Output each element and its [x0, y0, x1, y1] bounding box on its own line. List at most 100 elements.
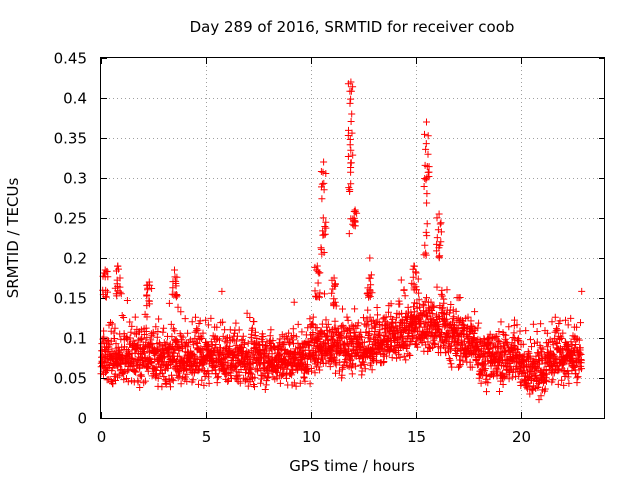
x-tick-label: 5 — [202, 428, 212, 446]
data-point-marker — [173, 274, 180, 281]
data-point-marker — [277, 380, 284, 387]
data-point-marker — [347, 100, 354, 107]
data-point-marker — [374, 311, 381, 318]
data-point-marker — [364, 307, 371, 314]
data-point-marker — [423, 232, 430, 239]
data-point-marker — [227, 326, 234, 333]
data-point-marker — [136, 384, 143, 391]
data-point-marker — [346, 230, 353, 237]
data-point-marker — [574, 374, 581, 381]
data-point-marker — [171, 267, 178, 274]
data-point-marker — [315, 268, 322, 275]
data-point-marker — [207, 315, 214, 322]
data-point-marker — [345, 317, 352, 324]
x-axis-label: GPS time / hours — [289, 457, 415, 475]
data-point-marker — [169, 284, 176, 291]
data-point-marker — [214, 374, 221, 381]
data-point-marker — [498, 318, 505, 325]
data-point-marker — [345, 153, 352, 160]
data-point-marker — [423, 190, 430, 197]
data-point-marker — [114, 263, 121, 270]
data-point-marker — [290, 325, 297, 332]
data-point-marker — [528, 343, 535, 350]
x-tick-label: 0 — [97, 428, 107, 446]
data-point-marker — [410, 263, 417, 270]
data-point-marker — [339, 306, 346, 313]
data-point-marker — [138, 373, 145, 380]
data-point-marker — [471, 308, 478, 315]
data-point-marker — [332, 318, 339, 325]
data-point-marker — [369, 366, 376, 373]
y-tick-label: 0.35 — [54, 130, 87, 148]
data-point-marker — [293, 383, 300, 390]
chart-title: Day 289 of 2016, SRMTID for receiver coo… — [190, 18, 515, 36]
data-point-marker — [423, 200, 430, 207]
data-point-marker — [236, 326, 243, 333]
x-tick-label: 15 — [407, 428, 426, 446]
data-point-marker — [401, 286, 408, 293]
data-point-marker — [232, 320, 239, 327]
data-point-marker — [366, 255, 373, 262]
data-point-marker — [160, 325, 167, 332]
data-point-marker — [349, 370, 356, 377]
data-point-marker — [483, 388, 490, 395]
data-point-marker — [262, 386, 269, 393]
data-point-marker — [347, 96, 354, 103]
y-tick-label: 0.15 — [54, 290, 87, 308]
data-point-marker — [448, 360, 455, 367]
data-point-marker — [578, 288, 585, 295]
data-point-marker — [295, 321, 302, 328]
data-point-marker — [421, 131, 428, 138]
data-point-marker — [195, 381, 202, 388]
data-point-marker — [250, 318, 257, 325]
data-point-marker — [291, 299, 298, 306]
data-point-marker — [421, 242, 428, 249]
data-point-marker — [298, 328, 305, 335]
data-point-marker — [478, 380, 485, 387]
y-tick-label: 0.1 — [63, 330, 87, 348]
data-point-marker — [216, 337, 223, 344]
data-point-marker — [527, 336, 534, 343]
data-point-marker — [219, 319, 226, 326]
data-point-marker — [437, 221, 444, 228]
data-point-marker — [439, 293, 446, 300]
y-tick-label: 0.25 — [54, 210, 87, 228]
x-tick-label: 10 — [302, 428, 321, 446]
data-point-marker — [348, 111, 355, 118]
data-point-marker — [347, 164, 354, 171]
data-point-marker — [318, 195, 325, 202]
data-point-marker — [448, 364, 455, 371]
data-point-marker — [505, 323, 512, 330]
data-point-marker — [360, 314, 367, 321]
data-point-marker — [297, 380, 304, 387]
data-point-marker — [415, 276, 422, 283]
data-point-marker — [218, 288, 225, 295]
y-tick-label: 0.3 — [63, 170, 87, 188]
data-point-marker — [567, 315, 574, 322]
data-point-marker — [155, 316, 162, 323]
data-point-marker — [249, 325, 256, 332]
data-point-marker — [534, 328, 541, 335]
data-point-marker — [423, 294, 430, 301]
data-point-marker — [444, 286, 451, 293]
data-point-marker — [530, 321, 537, 328]
y-axis-label: SRMTID / TECUs — [4, 178, 22, 299]
data-point-marker — [159, 329, 166, 336]
data-point-marker — [423, 140, 430, 147]
data-point-marker — [151, 365, 158, 372]
data-point-marker — [127, 329, 134, 336]
data-point-marker — [374, 304, 381, 311]
data-point-marker — [310, 314, 317, 321]
data-point-marker — [402, 292, 409, 299]
data-point-marker — [184, 330, 191, 337]
data-point-marker — [496, 388, 503, 395]
data-point-marker — [420, 302, 427, 309]
data-point-marker — [100, 328, 107, 335]
y-tick-label: 0.45 — [54, 50, 87, 68]
data-point-marker — [434, 284, 441, 291]
data-point-marker — [347, 141, 354, 148]
data-point-marker — [457, 294, 464, 301]
data-point-marker — [182, 315, 189, 322]
y-tick-label: 0.2 — [63, 250, 87, 268]
y-tick-label: 0.4 — [63, 90, 87, 108]
